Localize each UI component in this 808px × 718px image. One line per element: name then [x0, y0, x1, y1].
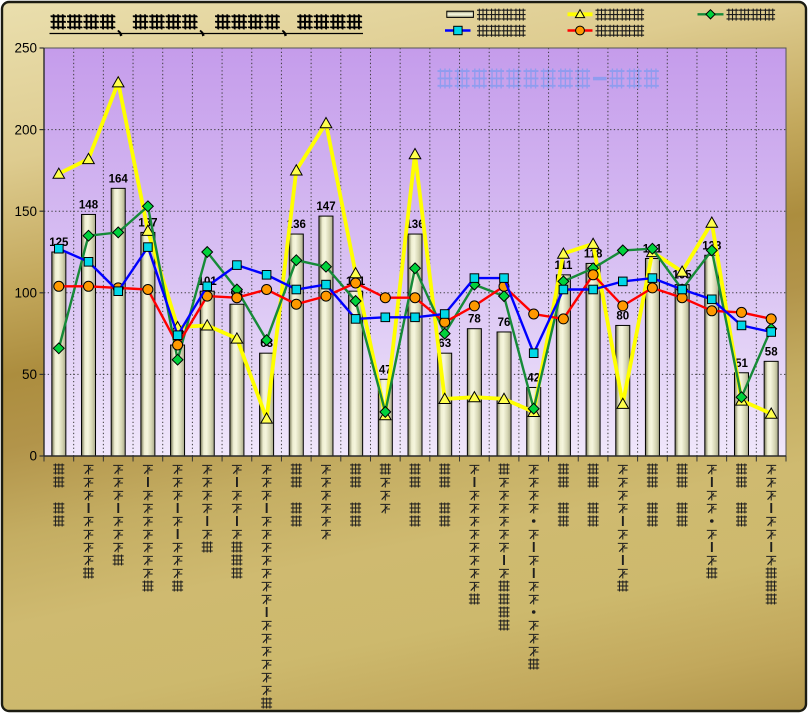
svg-text:42: 42	[527, 373, 540, 385]
svg-text:200: 200	[14, 122, 37, 137]
svg-text:80: 80	[616, 310, 629, 322]
svg-text:150: 150	[14, 204, 37, 219]
svg-text:50: 50	[22, 367, 37, 382]
svg-text:76: 76	[498, 317, 511, 329]
svg-text:0: 0	[29, 449, 37, 464]
svg-text:164: 164	[109, 173, 129, 185]
svg-text:147: 147	[316, 201, 335, 213]
svg-text:136: 136	[405, 219, 424, 231]
svg-text:100: 100	[14, 286, 37, 301]
svg-text:78: 78	[468, 314, 481, 326]
svg-text:63: 63	[438, 338, 451, 350]
svg-text:51: 51	[735, 358, 748, 370]
svg-text:58: 58	[765, 346, 778, 358]
svg-text:148: 148	[79, 200, 99, 212]
svg-text:250: 250	[14, 41, 37, 56]
